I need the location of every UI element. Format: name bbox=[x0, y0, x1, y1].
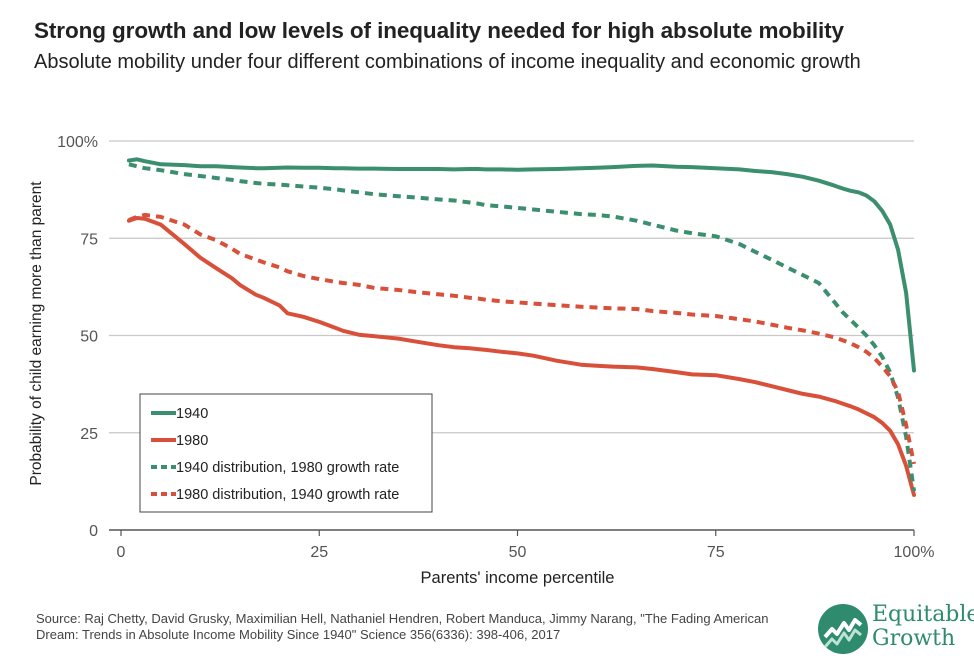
x-tick-label: 50 bbox=[509, 544, 527, 561]
series-line-0 bbox=[126, 157, 916, 373]
legend-box bbox=[139, 393, 433, 513]
legend-label: 1940 distribution, 1980 growth rate bbox=[176, 460, 399, 476]
legend-label: 1980 distribution, 1940 growth rate bbox=[176, 487, 399, 503]
series-line-2 bbox=[128, 162, 916, 492]
series-lines bbox=[126, 157, 916, 497]
grid-lines bbox=[109, 140, 914, 434]
equitable-growth-logo: Equitable Growth bbox=[815, 600, 974, 658]
y-tick-label: 0 bbox=[89, 523, 98, 540]
y-tick-label: 75 bbox=[80, 231, 98, 248]
y-tick-label: 50 bbox=[80, 329, 98, 346]
x-tick-label: 0 bbox=[117, 544, 126, 561]
growth-logo-icon bbox=[818, 604, 868, 654]
logo-text-line2: Growth bbox=[872, 626, 956, 651]
line-chart: 0 25 50 75 100% 0 25 50 75 100% Parents' income pe… bbox=[28, 134, 934, 587]
x-tick-label: 25 bbox=[310, 544, 328, 561]
legend: 1940 1980 1940 distribution, 1980 growth r… bbox=[139, 393, 433, 513]
legend-label: 1940 bbox=[176, 406, 208, 422]
chart-subtitle: Absolute mobility under four different c… bbox=[34, 51, 861, 73]
axes: 0 25 50 75 100% 0 25 50 75 100% Parents' income pe… bbox=[28, 134, 934, 587]
y-tick-label: 25 bbox=[80, 426, 98, 443]
legend-label: 1980 bbox=[176, 433, 208, 449]
x-axis-title: Parents' income percentile bbox=[421, 569, 615, 587]
series-line-1 bbox=[126, 216, 916, 497]
source-note: Source: Raj Chetty, David Grusky, Maximi… bbox=[36, 611, 769, 642]
x-tick-label: 75 bbox=[707, 544, 725, 561]
y-axis-title: Probability of child earning more than p… bbox=[28, 181, 45, 486]
x-tick-label: 100% bbox=[894, 544, 935, 561]
chart-title: Strong growth and low levels of inequali… bbox=[34, 18, 844, 43]
y-tick-label: 100% bbox=[57, 134, 98, 151]
logo-text-line1: Equitable bbox=[872, 602, 974, 627]
series-line-3 bbox=[128, 212, 916, 465]
